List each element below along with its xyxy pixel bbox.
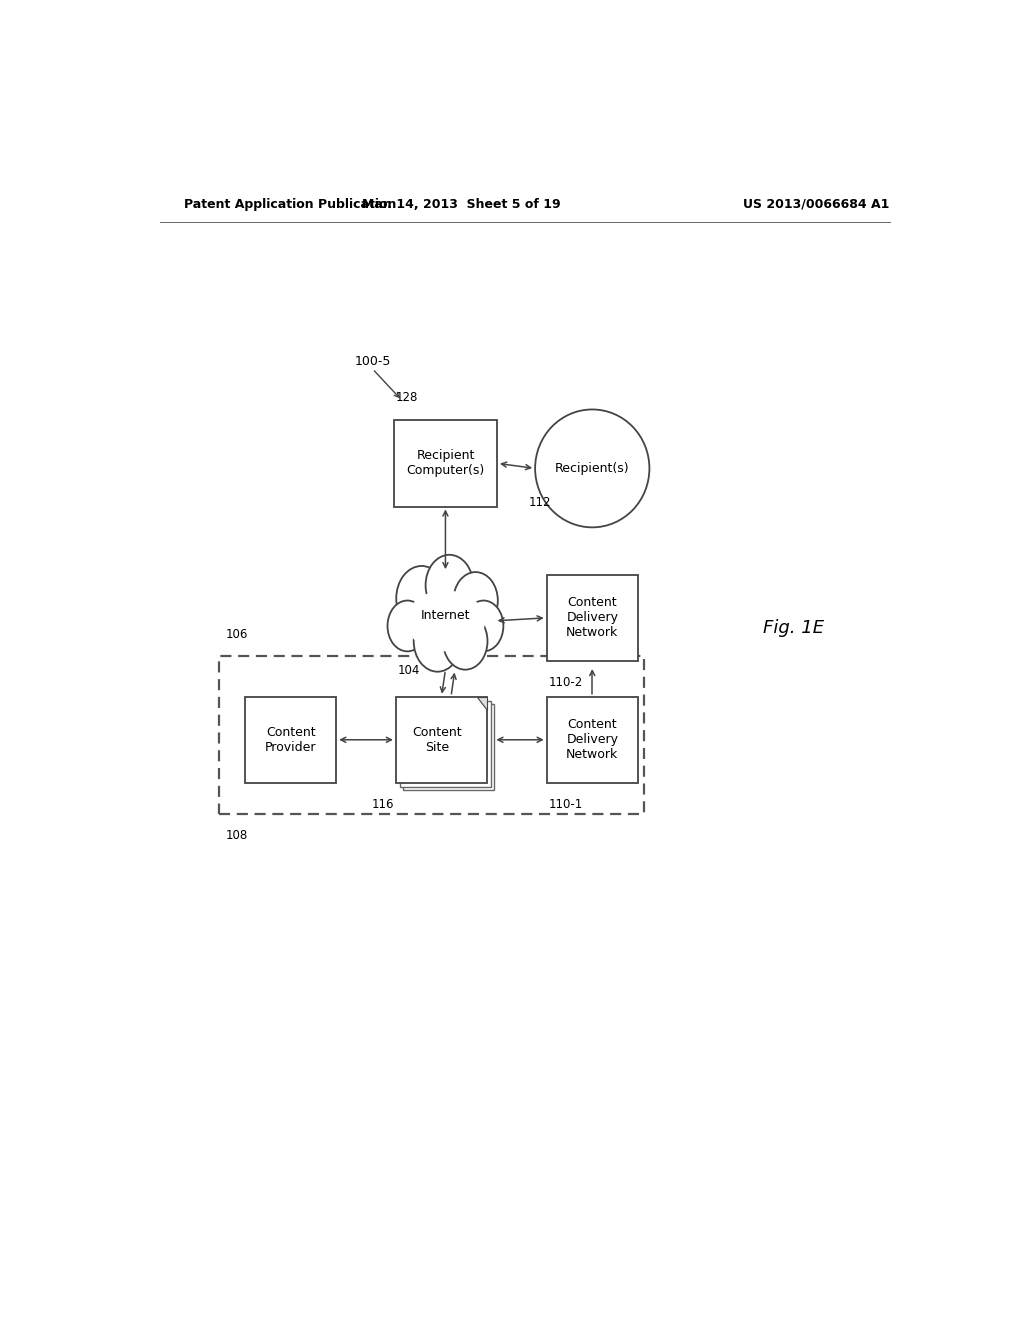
Ellipse shape [536, 409, 649, 528]
Text: Content
Provider: Content Provider [265, 726, 316, 754]
Text: Content
Delivery
Network: Content Delivery Network [566, 718, 618, 762]
Text: US 2013/0066684 A1: US 2013/0066684 A1 [743, 198, 890, 211]
Bar [245, 697, 336, 783]
Circle shape [454, 572, 498, 630]
Bar [394, 420, 497, 507]
Text: Recipient
Computer(s): Recipient Computer(s) [407, 449, 484, 478]
Text: Patent Application Publication: Patent Application Publication [183, 198, 396, 211]
Circle shape [414, 611, 461, 672]
Bar [399, 701, 492, 787]
Circle shape [443, 612, 487, 669]
Bar [403, 704, 495, 791]
Text: 128: 128 [395, 391, 418, 404]
Polygon shape [477, 697, 487, 710]
Circle shape [396, 566, 447, 631]
Text: Mar. 14, 2013  Sheet 5 of 19: Mar. 14, 2013 Sheet 5 of 19 [362, 198, 560, 211]
Text: Internet: Internet [421, 610, 470, 622]
Ellipse shape [406, 590, 485, 651]
Bar [547, 697, 638, 783]
Text: Recipient(s): Recipient(s) [555, 462, 630, 475]
Circle shape [387, 601, 427, 651]
Circle shape [426, 554, 473, 615]
Text: 110-1: 110-1 [548, 799, 583, 812]
Text: Content
Delivery
Network: Content Delivery Network [566, 597, 618, 639]
Text: 104: 104 [397, 664, 420, 677]
Circle shape [464, 601, 504, 651]
Bar [219, 656, 644, 814]
Bar [396, 697, 487, 783]
Text: 116: 116 [372, 799, 394, 812]
Text: 100-5: 100-5 [354, 355, 390, 368]
Text: 108: 108 [225, 829, 248, 842]
Text: Content
Site: Content Site [412, 726, 462, 754]
Text: 112: 112 [528, 496, 551, 508]
Text: Fig. 1E: Fig. 1E [763, 619, 824, 638]
Bar [547, 574, 638, 661]
Text: 106: 106 [225, 628, 248, 642]
Text: 110-2: 110-2 [548, 676, 583, 689]
Ellipse shape [399, 582, 492, 659]
